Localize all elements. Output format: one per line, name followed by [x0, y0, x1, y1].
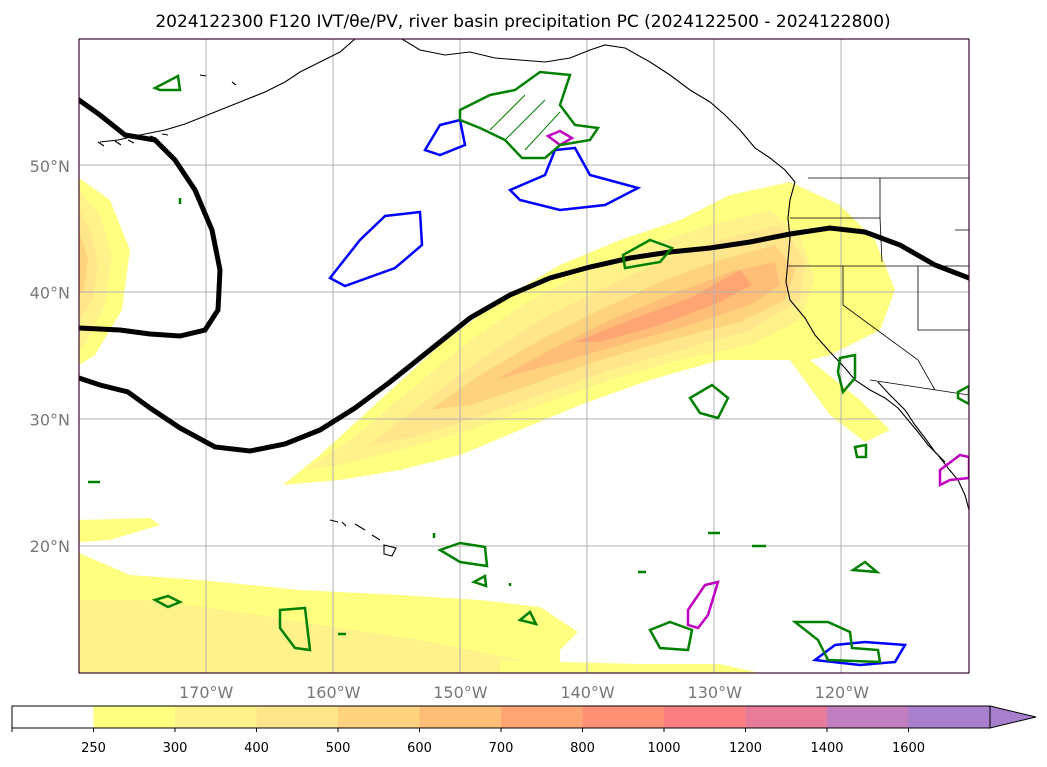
pv-contour-c: [507, 146, 642, 212]
precip-contour-small-a: [88, 198, 766, 636]
map-frame: [78, 38, 970, 674]
ivt-250-south: [79, 518, 160, 542]
colorbar-tick-label: 600: [407, 741, 432, 756]
lon-tick-label: 120°W: [815, 683, 870, 702]
precip-contour-hi-e: [470, 574, 488, 588]
colorbar-cell: [582, 706, 665, 728]
theta-e-contour-main: [79, 225, 969, 454]
colorbar-cell: [745, 706, 828, 728]
precip-contour-mx: [956, 384, 969, 406]
coastline-hawaii: [329, 519, 397, 557]
colorbar-cell: [256, 706, 339, 728]
colorbar: 250 300 400 500 600 700 800 1000 1200 1400 1600: [11, 705, 1037, 756]
precip-contour-alaska: [458, 70, 601, 160]
colorbar-tick-label: 1200: [729, 741, 762, 756]
lon-tick-label: 130°W: [688, 683, 743, 702]
magenta-contour-b: [686, 580, 720, 630]
pv-contour-d: [811, 640, 908, 667]
lon-tick-labels: 170°W 160°W 150°W 140°W 130°W 120°W: [179, 683, 869, 702]
precip-contour-hi-a: [437, 541, 489, 568]
lon-tick-label: 170°W: [179, 683, 234, 702]
precip-contour-ca-2: [853, 443, 868, 459]
colorbar-cell: [93, 706, 176, 728]
pv-blue-contours: [328, 118, 908, 667]
lat-tick-label: 40°N: [30, 284, 70, 303]
magenta-contour-c: [938, 453, 969, 488]
colorbar-tick-label: 1000: [647, 741, 680, 756]
coastline-us-west: [785, 181, 969, 511]
precip-contour-hi-d: [517, 610, 539, 626]
graticule: [79, 39, 969, 673]
coastline-baja: [877, 381, 946, 463]
colorbar-tick-label: 250: [81, 741, 106, 756]
precip-contour-south-b: [791, 620, 882, 664]
lat-tick-labels: 20°N 30°N 40°N 50°N: [30, 157, 70, 556]
theta-e-contour-north: [79, 97, 223, 339]
theta-e-contours: [79, 97, 969, 454]
border-id: [879, 178, 969, 231]
precip-contour-south-c: [849, 560, 881, 574]
coastlines: [97, 39, 969, 557]
colorbar-tick-label: 1600: [892, 741, 925, 756]
precip-contour-hi-b: [278, 606, 312, 652]
colorbar-extend-arrow: [989, 705, 1037, 729]
border-mexico: [869, 379, 969, 396]
colorbar-cell: [338, 706, 420, 728]
chart-title: 2024122300 F120 IVT/θe/PV, river basin p…: [155, 12, 890, 32]
precip-pc-contours: [88, 70, 969, 664]
colorbar-cell: [827, 706, 909, 728]
colorbar-tick-label: 700: [489, 741, 514, 756]
lat-tick-label: 20°N: [30, 537, 70, 556]
colorbar-tick-label: 500: [326, 741, 351, 756]
coastline-islands-aleutian: [97, 74, 237, 147]
precip-contour-hi-c: [151, 594, 184, 609]
colorbar-cell: [501, 706, 583, 728]
ivt-500-west: [79, 230, 88, 295]
ivt-300-tropics: [79, 600, 580, 673]
precip-contour-mid: [688, 383, 730, 420]
colorbar-tick-label: 800: [570, 741, 595, 756]
precip-contour-ca: [836, 353, 857, 395]
magenta-contour-a: [545, 129, 575, 147]
ivt-250-southeast: [500, 660, 760, 673]
map-layers: [79, 39, 969, 673]
precip-contour-south-a: [648, 620, 694, 652]
precip-contour-nw: [152, 74, 182, 92]
pv-contour-b: [423, 118, 467, 157]
colorbar-cell: [175, 706, 257, 728]
pv-contour-a: [328, 210, 424, 288]
colorbar-tick-label: 300: [163, 741, 188, 756]
colorbar-cell: [419, 706, 502, 728]
colorbar-cell: [12, 706, 94, 728]
colorbar-cell: [908, 706, 991, 728]
lon-tick-label: 140°W: [560, 683, 615, 702]
colorbar-cell: [664, 706, 746, 728]
coastline-alaska: [99, 39, 796, 183]
lon-tick-label: 160°W: [306, 683, 361, 702]
border-ca-nv: [842, 266, 936, 391]
precip-contour-oregon: [621, 238, 675, 270]
lat-tick-label: 50°N: [30, 157, 70, 176]
colorbar-tick-label: 1400: [810, 741, 843, 756]
border-nv-az: [917, 266, 969, 331]
lon-tick-label: 150°W: [433, 683, 488, 702]
ivt-700-main: [575, 270, 752, 342]
pv-magenta-contours: [545, 129, 969, 630]
lat-tick-label: 30°N: [30, 410, 70, 429]
precip-contour-alaska-hatch: [489, 94, 561, 151]
colorbar-tick-label: 400: [244, 741, 269, 756]
